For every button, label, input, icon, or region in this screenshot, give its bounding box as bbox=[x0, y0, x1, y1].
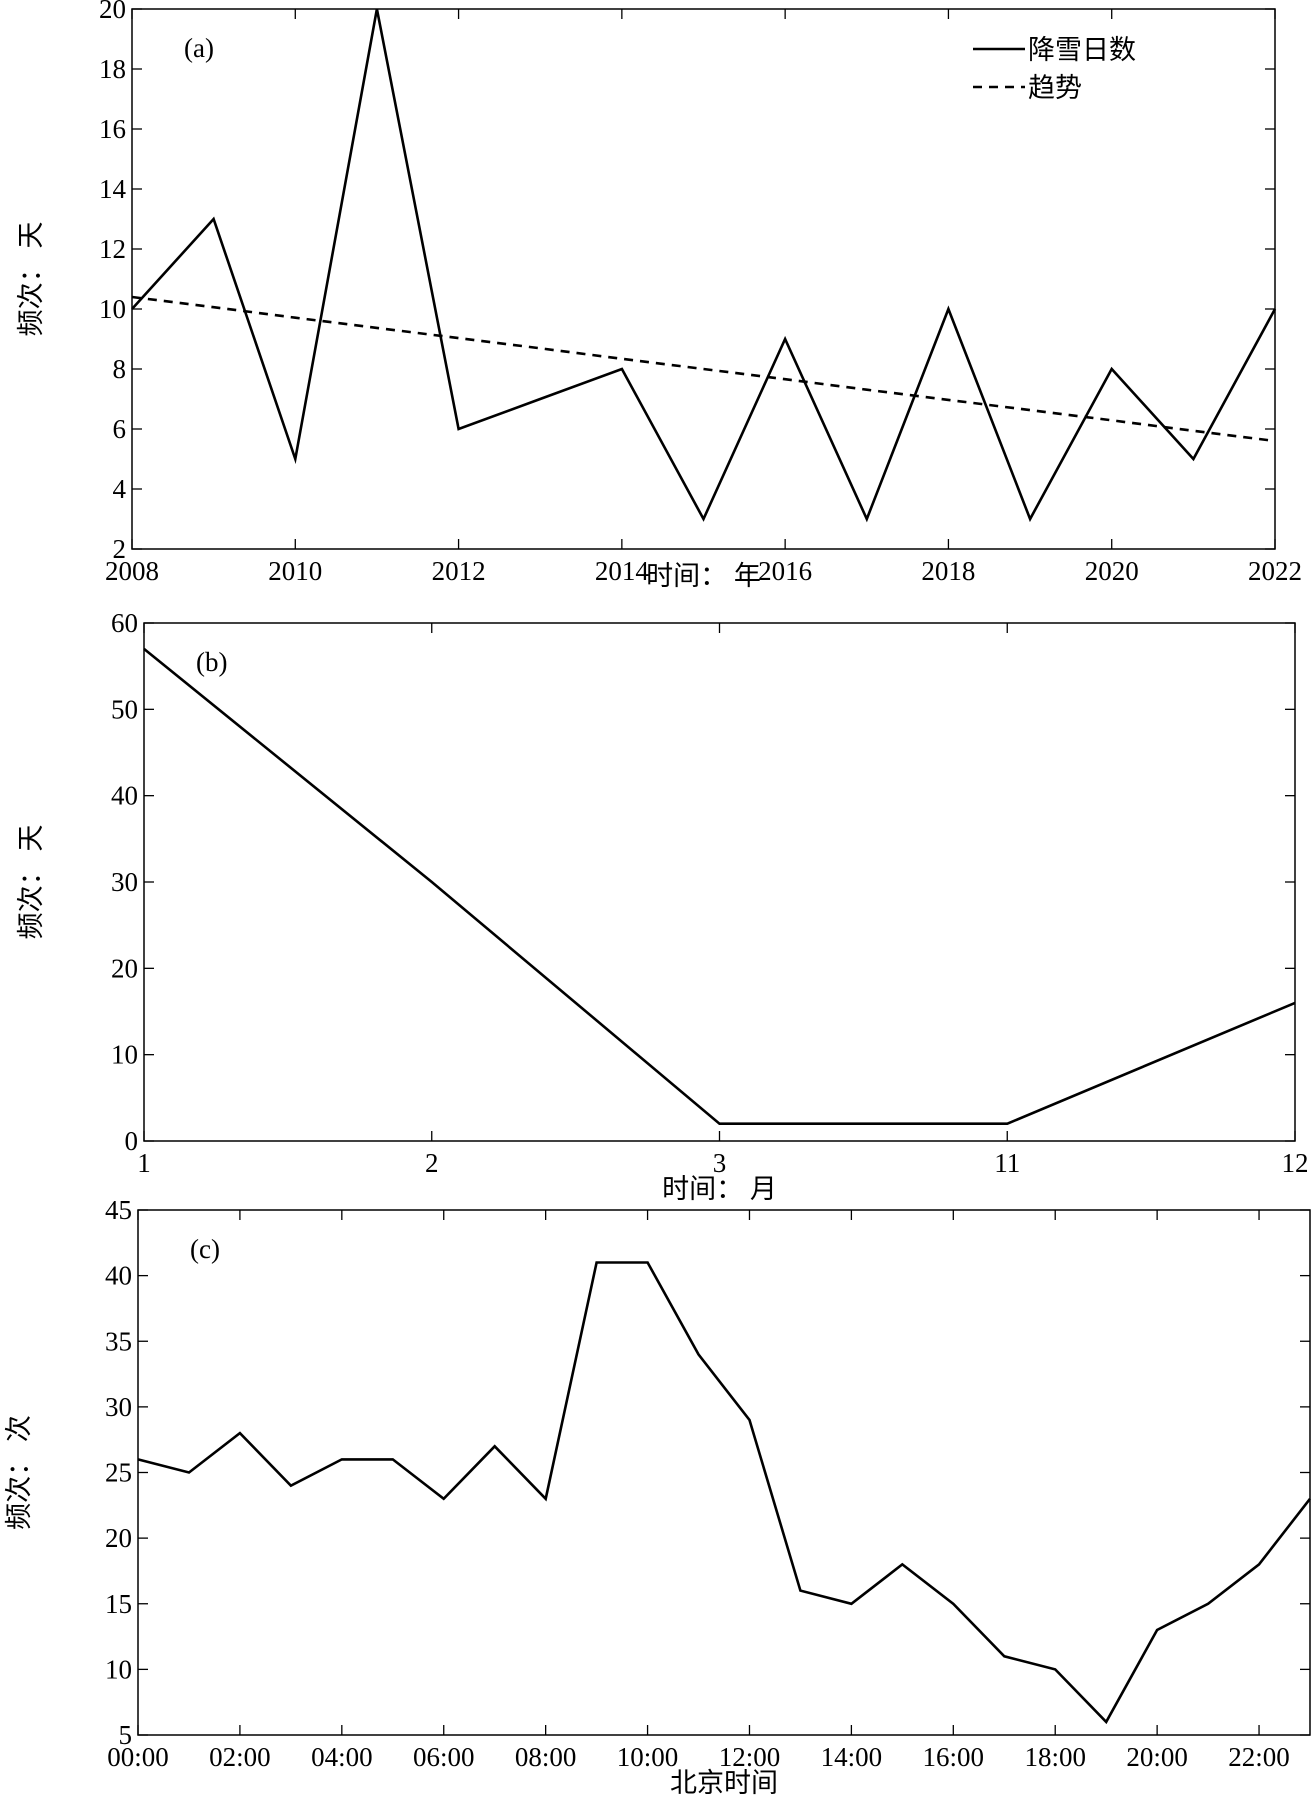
x-tick-label: 10:00 bbox=[617, 1742, 679, 1772]
y-tick-label: 12 bbox=[99, 234, 126, 264]
panel-c: 00:00 02:00 04:00 06:00 08:00 10:00 12:00 14:00… bbox=[4, 1195, 1312, 1798]
panel-a: 2008 2010 2012 2014 2016 2018 2020 202224681012… bbox=[16, 0, 1302, 591]
panel-label: (c) bbox=[190, 1234, 220, 1264]
x-tick-label: 2020 bbox=[1085, 556, 1139, 586]
y-tick-label: 20 bbox=[99, 0, 126, 24]
y-tick-label: 30 bbox=[111, 867, 138, 897]
x-tick-label: 2022 bbox=[1248, 556, 1302, 586]
series-line-main bbox=[131, 8, 1277, 523]
y-axis-label: 频次： 天 bbox=[16, 825, 46, 940]
x-tick-label: 20:00 bbox=[1126, 1742, 1188, 1772]
x-tick-label: 2014 bbox=[595, 556, 650, 586]
x-tick-label: 2 bbox=[425, 1148, 439, 1178]
y-tick-label: 40 bbox=[105, 1261, 132, 1291]
y-axis-label: 频次： 天 bbox=[16, 222, 46, 337]
axes-frame bbox=[131, 8, 1276, 550]
y-tick-label: 18 bbox=[99, 54, 126, 84]
x-tick-label: 12:00 bbox=[719, 1742, 781, 1772]
x-tick-label: 14:00 bbox=[821, 1742, 883, 1772]
x-axis-label: 时间： 月 bbox=[662, 1174, 777, 1204]
y-tick-label: 10 bbox=[99, 294, 126, 324]
x-tick-label: 2012 bbox=[432, 556, 486, 586]
y-axis-label: 频次： 次 bbox=[4, 1415, 34, 1530]
y-tick-label: 20 bbox=[105, 1523, 132, 1553]
y-tick-label: 35 bbox=[105, 1326, 132, 1356]
legend-label: 降雪日数 bbox=[1028, 35, 1136, 65]
y-tick-label: 6 bbox=[113, 414, 127, 444]
y-tick-label: 10 bbox=[105, 1654, 132, 1684]
y-tick-label: 45 bbox=[105, 1195, 132, 1225]
y-tick-label: 10 bbox=[111, 1040, 138, 1070]
y-tick-label: 40 bbox=[111, 781, 138, 811]
x-tick-label: 02:00 bbox=[209, 1742, 271, 1772]
x-tick-label: 18:00 bbox=[1024, 1742, 1086, 1772]
y-tick-label: 50 bbox=[111, 694, 138, 724]
x-tick-label: 22:00 bbox=[1228, 1742, 1290, 1772]
series-line-trend bbox=[131, 295, 1276, 443]
y-tick-label: 2 bbox=[113, 534, 127, 564]
axes-frame bbox=[143, 622, 1296, 1142]
y-tick-label: 14 bbox=[99, 174, 127, 204]
series-line-main bbox=[143, 647, 1296, 1125]
x-tick-label: 08:00 bbox=[515, 1742, 577, 1772]
x-tick-label: 2010 bbox=[268, 556, 322, 586]
y-tick-label: 15 bbox=[105, 1589, 132, 1619]
series-line-main bbox=[137, 1261, 1312, 1725]
x-tick-label: 3 bbox=[713, 1148, 727, 1178]
y-tick-label: 5 bbox=[119, 1720, 133, 1750]
x-tick-label: 1 bbox=[137, 1148, 151, 1178]
x-tick-label: 00:00 bbox=[107, 1742, 169, 1772]
y-tick-label: 30 bbox=[105, 1392, 132, 1422]
y-tick-label: 4 bbox=[113, 474, 127, 504]
x-tick-label: 2018 bbox=[921, 556, 975, 586]
x-axis-label: 北京时间 bbox=[670, 1768, 778, 1798]
legend-label: 趋势 bbox=[1028, 73, 1082, 103]
x-tick-label: 12 bbox=[1282, 1148, 1309, 1178]
y-tick-label: 25 bbox=[105, 1458, 132, 1488]
x-tick-label: 2008 bbox=[105, 556, 159, 586]
y-tick-label: 60 bbox=[111, 608, 138, 638]
y-tick-label: 0 bbox=[125, 1126, 139, 1156]
x-tick-label: 04:00 bbox=[311, 1742, 373, 1772]
x-axis-label: 时间： 年 bbox=[646, 561, 761, 591]
y-tick-label: 16 bbox=[99, 114, 126, 144]
x-tick-label: 06:00 bbox=[413, 1742, 475, 1772]
y-tick-label: 8 bbox=[113, 354, 127, 384]
panel-label: (a) bbox=[184, 33, 214, 63]
x-tick-label: 2016 bbox=[758, 556, 812, 586]
x-tick-label: 16:00 bbox=[923, 1742, 985, 1772]
x-tick-label: 11 bbox=[994, 1148, 1020, 1178]
panel-label: (b) bbox=[196, 647, 227, 677]
y-tick-label: 20 bbox=[111, 953, 138, 983]
